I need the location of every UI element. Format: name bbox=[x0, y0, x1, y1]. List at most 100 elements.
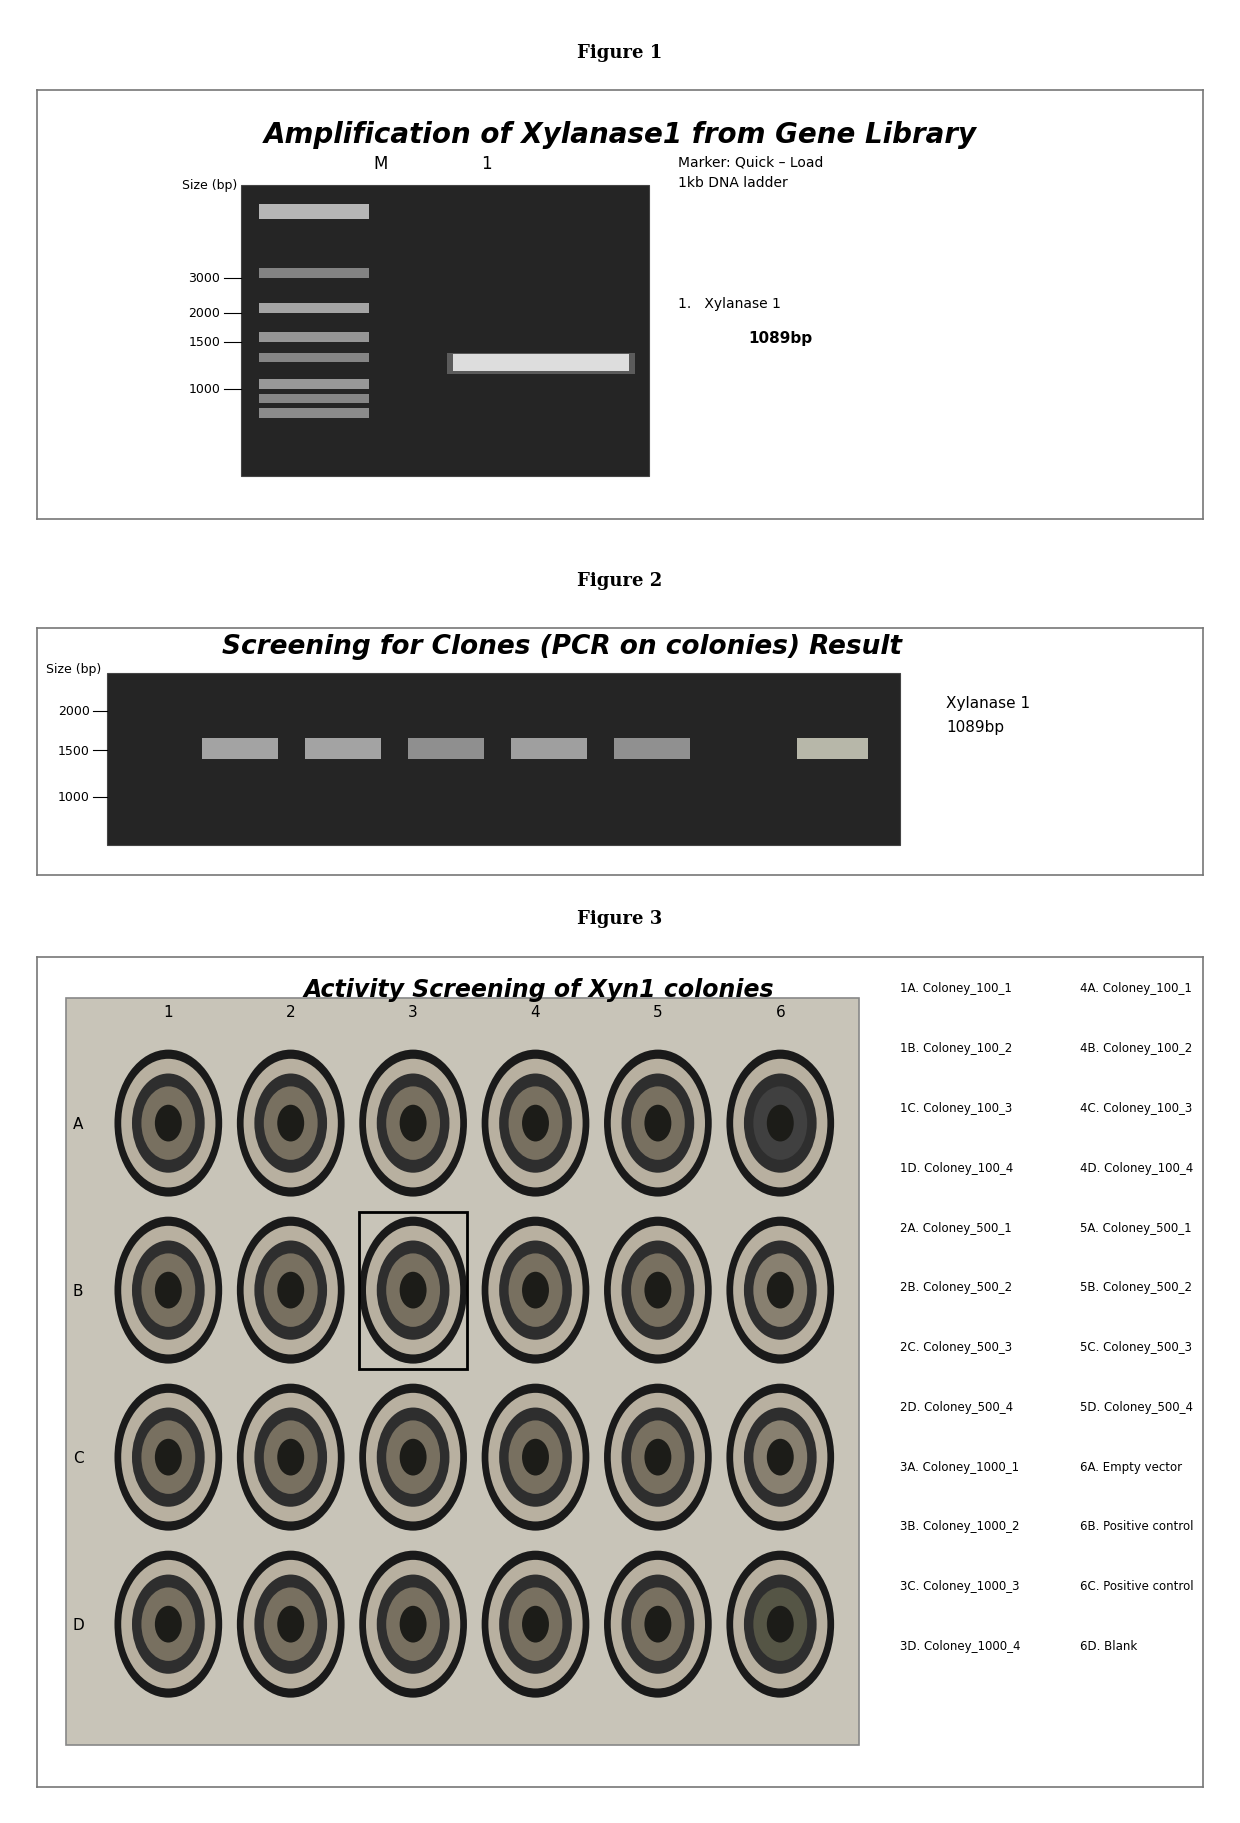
Ellipse shape bbox=[508, 1420, 563, 1495]
Ellipse shape bbox=[645, 1438, 671, 1475]
Ellipse shape bbox=[744, 1575, 817, 1674]
Text: 2000: 2000 bbox=[58, 706, 89, 718]
Ellipse shape bbox=[621, 1407, 694, 1508]
FancyBboxPatch shape bbox=[259, 206, 370, 221]
Ellipse shape bbox=[243, 1560, 337, 1688]
Ellipse shape bbox=[522, 1606, 549, 1643]
Text: 2B. Coloney_500_2: 2B. Coloney_500_2 bbox=[900, 1280, 1012, 1294]
Text: Size (bp): Size (bp) bbox=[182, 179, 238, 191]
Ellipse shape bbox=[122, 1393, 216, 1522]
Ellipse shape bbox=[631, 1588, 684, 1661]
FancyBboxPatch shape bbox=[259, 408, 370, 419]
Ellipse shape bbox=[621, 1575, 694, 1674]
Ellipse shape bbox=[604, 1551, 712, 1697]
Ellipse shape bbox=[360, 1551, 467, 1697]
FancyBboxPatch shape bbox=[259, 270, 370, 279]
Ellipse shape bbox=[631, 1087, 684, 1159]
Text: 4: 4 bbox=[531, 1004, 541, 1019]
Text: Figure 2: Figure 2 bbox=[578, 572, 662, 589]
Text: 5A. Coloney_500_1: 5A. Coloney_500_1 bbox=[1080, 1221, 1192, 1234]
Ellipse shape bbox=[399, 1105, 427, 1141]
Text: 3D. Coloney_1000_4: 3D. Coloney_1000_4 bbox=[900, 1639, 1021, 1652]
Bar bbox=[358, 1212, 467, 1369]
Ellipse shape bbox=[141, 1254, 195, 1327]
FancyBboxPatch shape bbox=[259, 379, 370, 390]
Ellipse shape bbox=[500, 1407, 572, 1508]
Text: A: A bbox=[73, 1116, 83, 1130]
Text: 6B. Positive control: 6B. Positive control bbox=[1080, 1519, 1194, 1533]
FancyBboxPatch shape bbox=[259, 394, 370, 405]
Ellipse shape bbox=[631, 1254, 684, 1327]
FancyBboxPatch shape bbox=[448, 354, 635, 376]
Ellipse shape bbox=[360, 1384, 467, 1531]
Ellipse shape bbox=[237, 1551, 345, 1697]
Ellipse shape bbox=[264, 1254, 317, 1327]
Text: 5: 5 bbox=[653, 1004, 662, 1019]
Ellipse shape bbox=[278, 1438, 304, 1475]
Ellipse shape bbox=[155, 1272, 182, 1309]
Text: 1A. Coloney_100_1: 1A. Coloney_100_1 bbox=[900, 983, 1012, 995]
Ellipse shape bbox=[366, 1393, 460, 1522]
Ellipse shape bbox=[366, 1560, 460, 1688]
Ellipse shape bbox=[766, 1606, 794, 1643]
Ellipse shape bbox=[508, 1588, 563, 1661]
Ellipse shape bbox=[366, 1059, 460, 1189]
Text: 2A. Coloney_500_1: 2A. Coloney_500_1 bbox=[900, 1221, 1012, 1234]
Ellipse shape bbox=[489, 1227, 583, 1354]
Ellipse shape bbox=[399, 1438, 427, 1475]
Ellipse shape bbox=[264, 1420, 317, 1495]
Ellipse shape bbox=[254, 1074, 327, 1172]
Ellipse shape bbox=[744, 1241, 817, 1340]
Text: 1B. Coloney_100_2: 1B. Coloney_100_2 bbox=[900, 1041, 1012, 1056]
FancyBboxPatch shape bbox=[797, 738, 868, 760]
FancyBboxPatch shape bbox=[241, 186, 650, 476]
Text: 2C. Coloney_500_3: 2C. Coloney_500_3 bbox=[900, 1340, 1012, 1353]
Text: 6: 6 bbox=[775, 1004, 785, 1019]
Text: Activity Screening of Xyn1 colonies: Activity Screening of Xyn1 colonies bbox=[303, 977, 774, 1003]
Ellipse shape bbox=[360, 1218, 467, 1364]
Text: 5C. Coloney_500_3: 5C. Coloney_500_3 bbox=[1080, 1340, 1193, 1353]
Text: Amplification of Xylanase1 from Gene Library: Amplification of Xylanase1 from Gene Lib… bbox=[263, 120, 977, 149]
Ellipse shape bbox=[508, 1087, 563, 1159]
Ellipse shape bbox=[386, 1254, 440, 1327]
Ellipse shape bbox=[766, 1272, 794, 1309]
Text: 4B. Coloney_100_2: 4B. Coloney_100_2 bbox=[1080, 1041, 1193, 1056]
Text: 5B. Coloney_500_2: 5B. Coloney_500_2 bbox=[1080, 1280, 1193, 1294]
Ellipse shape bbox=[278, 1105, 304, 1141]
Ellipse shape bbox=[254, 1407, 327, 1508]
Ellipse shape bbox=[114, 1050, 222, 1198]
Ellipse shape bbox=[377, 1575, 449, 1674]
Ellipse shape bbox=[243, 1393, 337, 1522]
Ellipse shape bbox=[621, 1074, 694, 1172]
Ellipse shape bbox=[237, 1050, 345, 1198]
Ellipse shape bbox=[508, 1254, 563, 1327]
Ellipse shape bbox=[604, 1384, 712, 1531]
Ellipse shape bbox=[131, 1407, 205, 1508]
Ellipse shape bbox=[489, 1560, 583, 1688]
Text: 6A. Empty vector: 6A. Empty vector bbox=[1080, 1460, 1183, 1473]
Text: 2: 2 bbox=[286, 1004, 295, 1019]
Ellipse shape bbox=[631, 1420, 684, 1495]
Ellipse shape bbox=[754, 1087, 807, 1159]
Ellipse shape bbox=[243, 1059, 337, 1189]
Ellipse shape bbox=[744, 1407, 817, 1508]
Text: Figure 1: Figure 1 bbox=[578, 44, 662, 62]
FancyBboxPatch shape bbox=[259, 354, 370, 363]
Text: 4D. Coloney_100_4: 4D. Coloney_100_4 bbox=[1080, 1161, 1194, 1174]
Ellipse shape bbox=[621, 1241, 694, 1340]
Ellipse shape bbox=[604, 1218, 712, 1364]
FancyBboxPatch shape bbox=[454, 355, 629, 372]
Ellipse shape bbox=[131, 1241, 205, 1340]
Ellipse shape bbox=[377, 1074, 449, 1172]
Ellipse shape bbox=[360, 1050, 467, 1198]
Ellipse shape bbox=[733, 1059, 827, 1189]
Ellipse shape bbox=[500, 1575, 572, 1674]
Ellipse shape bbox=[155, 1606, 182, 1643]
Text: Size (bp): Size (bp) bbox=[46, 662, 102, 675]
Ellipse shape bbox=[500, 1241, 572, 1340]
Text: 3A. Coloney_1000_1: 3A. Coloney_1000_1 bbox=[900, 1460, 1019, 1473]
FancyBboxPatch shape bbox=[67, 999, 859, 1745]
FancyBboxPatch shape bbox=[511, 738, 587, 760]
Text: 6C. Positive control: 6C. Positive control bbox=[1080, 1579, 1194, 1591]
Text: 1: 1 bbox=[164, 1004, 174, 1019]
